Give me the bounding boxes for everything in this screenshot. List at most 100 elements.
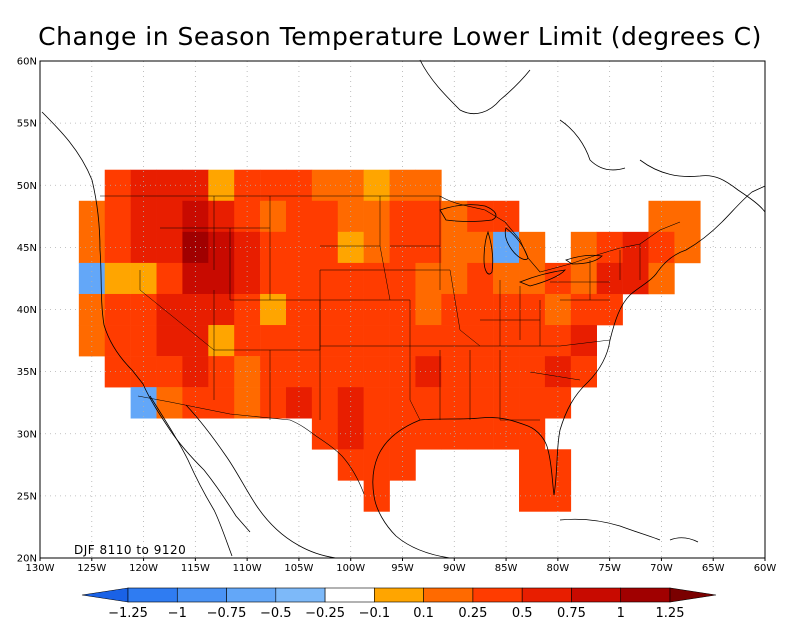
data-cell — [519, 262, 546, 295]
data-cell — [130, 231, 157, 264]
data-cell — [130, 262, 157, 295]
data-cell — [389, 449, 416, 481]
geographic-outlines — [41, 59, 766, 559]
mexico-west-coast — [185, 404, 337, 559]
data-cell — [519, 449, 546, 481]
data-cell — [104, 169, 131, 202]
data-cell — [311, 262, 339, 295]
data-cell — [285, 387, 313, 419]
data-cell — [493, 418, 520, 450]
data-cell — [104, 293, 131, 326]
data-cell — [363, 387, 390, 419]
data-cell — [622, 262, 649, 295]
data-cell — [519, 387, 546, 419]
data-cell — [570, 356, 597, 388]
us-canada-border — [100, 195, 681, 273]
data-cell — [234, 293, 261, 326]
data-cell — [570, 325, 597, 357]
data-cell — [260, 356, 287, 388]
lon-tick-label: 60W — [754, 563, 777, 574]
colorbar-label: 1 — [617, 606, 625, 618]
data-cell — [596, 231, 623, 264]
data-cell — [544, 262, 572, 295]
data-cell — [260, 387, 287, 419]
data-cell — [363, 200, 390, 233]
data-cell — [337, 387, 364, 419]
data-cell — [311, 418, 339, 450]
lon-tick-label: 120W — [129, 563, 158, 574]
data-cell — [156, 387, 183, 419]
lat-tick-label: 45N — [17, 243, 37, 254]
data-cell — [104, 356, 131, 388]
data-cell — [156, 325, 183, 357]
data-cell — [260, 293, 287, 326]
colorbar-label: 0.25 — [458, 606, 487, 618]
data-cell — [285, 262, 313, 295]
colorbar-label: 1.25 — [656, 606, 685, 618]
data-cell — [544, 293, 572, 326]
data-cell — [156, 200, 183, 233]
data-cell — [467, 200, 494, 233]
data-cell — [104, 325, 131, 357]
data-cell — [570, 231, 597, 264]
data-cell — [182, 387, 209, 419]
data-cell — [570, 293, 597, 326]
data-cell — [648, 262, 675, 295]
lat-tick-label: 20N — [17, 554, 37, 565]
colorbar-swatch — [472, 587, 523, 603]
data-cells — [78, 169, 701, 512]
data-cell — [674, 231, 701, 264]
colorbar-swatch — [571, 587, 622, 603]
data-cell — [415, 262, 442, 295]
lat-tick-label: 50N — [17, 181, 37, 192]
lon-tick-label: 85W — [495, 563, 518, 574]
lat-tick-label: 55N — [17, 119, 37, 130]
data-cell — [467, 325, 494, 357]
period-annotation: DJF 8110 to 9120 — [74, 543, 186, 557]
data-cell — [467, 387, 494, 419]
colorbar-label: −0.25 — [305, 606, 345, 618]
data-cell — [260, 200, 287, 233]
data-cell — [415, 231, 442, 264]
data-cell — [260, 231, 287, 264]
data-cell — [519, 356, 546, 388]
data-cell — [389, 293, 416, 326]
data-cell — [415, 293, 442, 326]
data-cell — [78, 293, 106, 326]
data-cell — [519, 418, 546, 450]
data-cell — [285, 293, 313, 326]
colorbar-swatch — [176, 587, 227, 603]
hudson-region-coast — [419, 59, 626, 171]
state-boundaries — [139, 196, 641, 421]
data-cell — [493, 387, 520, 419]
cuba-coast — [559, 518, 661, 541]
colorbar-label: −0.5 — [260, 606, 292, 618]
lat-tick-label: 40N — [17, 305, 37, 316]
data-cell — [519, 293, 546, 326]
colorbar-label: 0.1 — [413, 606, 434, 618]
data-cell — [311, 200, 339, 233]
data-cell — [234, 231, 261, 264]
latitude-tick-labels: 20N 25N 30N 35N 40N 45N 50N 55N 60N — [17, 57, 37, 565]
data-cell — [311, 231, 339, 264]
colorbar-label: −1 — [168, 606, 187, 618]
colorbar-min-arrow — [81, 587, 129, 603]
baja-coast — [149, 395, 233, 557]
data-cell — [389, 262, 416, 295]
data-cell — [311, 325, 339, 357]
data-cell — [208, 262, 235, 295]
data-cell — [337, 449, 364, 481]
data-cell — [234, 262, 261, 295]
data-cell — [337, 262, 364, 295]
map-title: Change in Season Temperature Lower Limit… — [38, 22, 762, 51]
data-cell — [208, 200, 235, 233]
lon-tick-label: 80W — [547, 563, 570, 574]
data-cell — [260, 325, 287, 357]
lon-tick-label: 90W — [443, 563, 466, 574]
data-cell — [260, 262, 287, 295]
colorbar-max-arrow — [669, 587, 717, 603]
lat-tick-label: 35N — [17, 367, 37, 378]
data-cell — [311, 293, 339, 326]
lon-tick-label: 115W — [181, 563, 210, 574]
